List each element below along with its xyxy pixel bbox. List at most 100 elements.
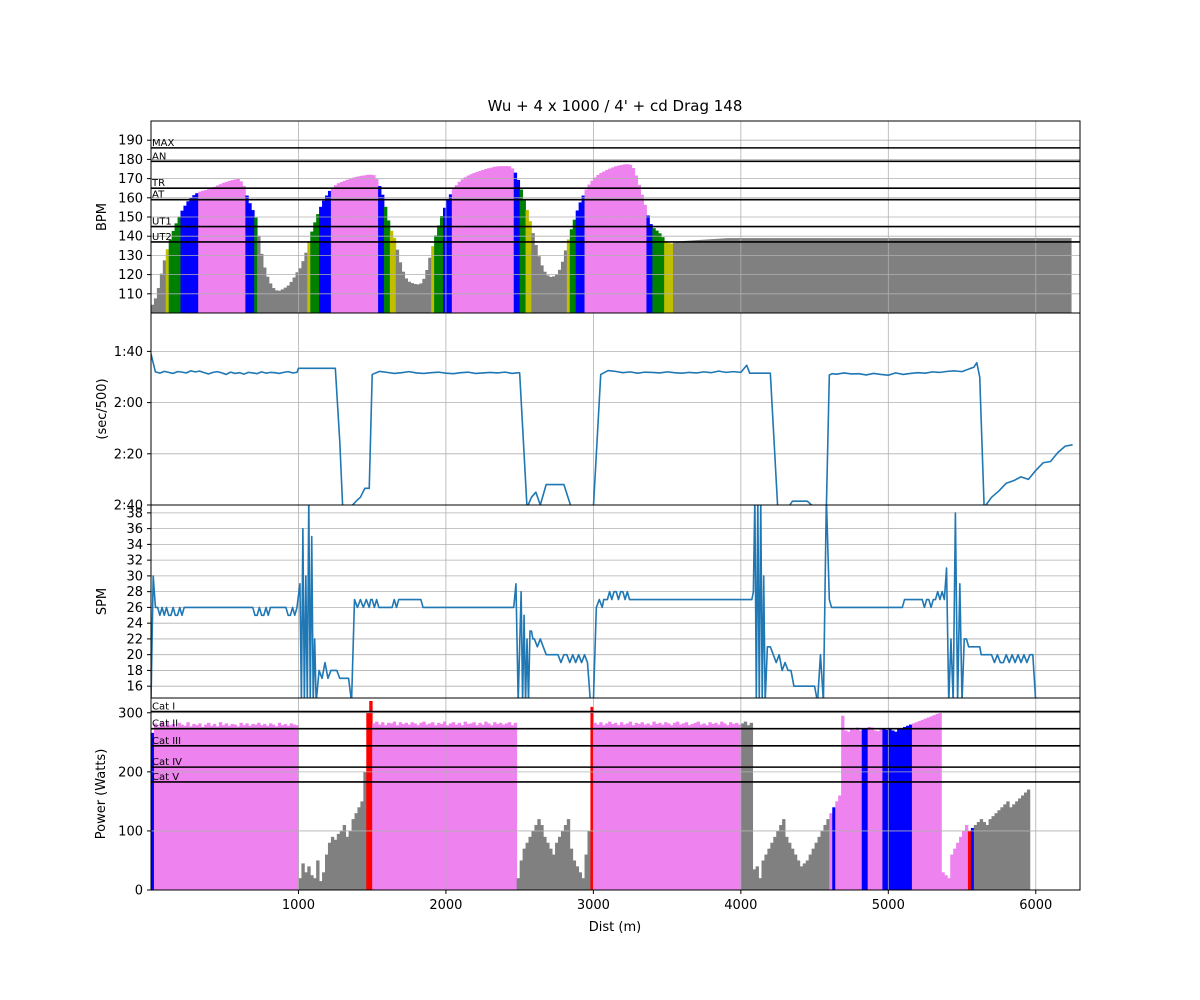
bar-power xyxy=(263,723,267,890)
bar-power xyxy=(153,723,158,890)
bar-hr xyxy=(407,281,411,313)
bar-hr xyxy=(867,238,872,313)
bar-hr xyxy=(593,177,597,313)
bar-hr xyxy=(873,238,877,313)
bar-power xyxy=(192,723,196,890)
bar-hr xyxy=(749,238,754,313)
bar-hr xyxy=(375,178,379,313)
bar-power xyxy=(277,722,282,890)
bar-hr xyxy=(372,175,376,313)
bar-power xyxy=(531,830,535,890)
y-tick-label: 100 xyxy=(118,824,143,839)
bar-power xyxy=(847,731,851,890)
bar-power xyxy=(389,723,394,890)
bar-power xyxy=(652,721,656,890)
bar-hr xyxy=(767,238,771,313)
bar-hr xyxy=(796,238,801,313)
plot-area-spm xyxy=(151,505,1080,698)
bar-hr xyxy=(215,185,220,313)
bar-hr xyxy=(209,188,214,313)
bar-hr xyxy=(985,238,989,313)
bar-hr xyxy=(440,216,444,313)
bar-power xyxy=(643,724,647,890)
bar-power xyxy=(841,715,845,890)
bar-power xyxy=(799,866,804,890)
bar-hr xyxy=(263,267,267,313)
bar-power xyxy=(714,722,718,890)
bar-hr xyxy=(970,238,975,313)
bar-hr xyxy=(746,238,751,313)
bar-hr xyxy=(876,238,880,313)
x-tick-label: 2000 xyxy=(429,898,462,913)
bar-power xyxy=(938,712,942,890)
bar-power xyxy=(239,722,243,890)
bar-hr xyxy=(162,260,167,313)
bar-hr xyxy=(964,238,969,313)
bar-hr xyxy=(661,237,665,313)
bar-hr xyxy=(457,181,462,313)
bar-hr xyxy=(268,283,273,313)
bar-hr xyxy=(330,187,335,313)
bar-hr xyxy=(445,200,450,313)
bar-hr xyxy=(156,288,161,313)
bar-hr xyxy=(587,184,591,313)
bar-power xyxy=(838,795,842,890)
bar-hr xyxy=(870,238,874,313)
bar-hr xyxy=(493,166,497,313)
bar-power xyxy=(888,728,892,890)
bar-power xyxy=(522,848,526,890)
bar-hr xyxy=(1009,238,1013,313)
bar-hr xyxy=(298,268,302,313)
bar-hr xyxy=(947,238,951,313)
y-tick-label: 26 xyxy=(126,601,143,616)
bar-power xyxy=(224,723,229,890)
bar-power xyxy=(903,726,907,890)
reference-label: Cat I xyxy=(152,702,175,713)
bar-hr xyxy=(652,228,656,313)
bar-hr xyxy=(734,238,739,313)
y-tick-label: 300 xyxy=(118,706,143,721)
bar-power xyxy=(327,842,332,890)
bar-power xyxy=(773,836,777,890)
y-tick-label: 150 xyxy=(118,211,143,226)
bar-power xyxy=(973,825,978,890)
bar-power xyxy=(351,819,355,890)
bar-hr xyxy=(920,238,925,313)
bar-hr xyxy=(619,164,624,313)
bar-hr xyxy=(336,183,341,313)
bar-hr xyxy=(1038,238,1043,313)
bar-power xyxy=(162,725,167,890)
bar-power xyxy=(982,822,987,890)
bar-hr xyxy=(425,269,429,313)
bar-power xyxy=(926,717,930,890)
bar-power xyxy=(375,721,379,890)
bar-hr xyxy=(151,304,155,313)
bar-power xyxy=(499,722,503,890)
bar-hr xyxy=(720,238,724,313)
bar-power xyxy=(215,726,220,890)
bar-hr xyxy=(758,238,762,313)
bar-power xyxy=(634,722,639,890)
bar-hr xyxy=(466,175,470,313)
bar-hr xyxy=(227,180,232,313)
bar-power xyxy=(914,722,919,890)
bar-power xyxy=(549,848,553,890)
bar-power xyxy=(1003,804,1007,890)
y-tick-label: 170 xyxy=(118,172,143,187)
bar-hr xyxy=(1059,238,1063,313)
bar-power xyxy=(221,725,226,890)
bar-power xyxy=(920,719,925,890)
bar-power xyxy=(516,878,521,890)
bar-hr xyxy=(292,277,296,313)
bar-power xyxy=(1000,807,1004,890)
bar-hr xyxy=(723,238,727,313)
bar-power xyxy=(994,813,998,890)
bar-hr xyxy=(616,165,621,313)
bar-power xyxy=(325,854,329,890)
bar-power xyxy=(891,730,895,890)
bar-power xyxy=(543,836,547,890)
bar-hr xyxy=(923,238,928,313)
bar-hr xyxy=(271,288,276,313)
bar-hr xyxy=(389,230,394,313)
